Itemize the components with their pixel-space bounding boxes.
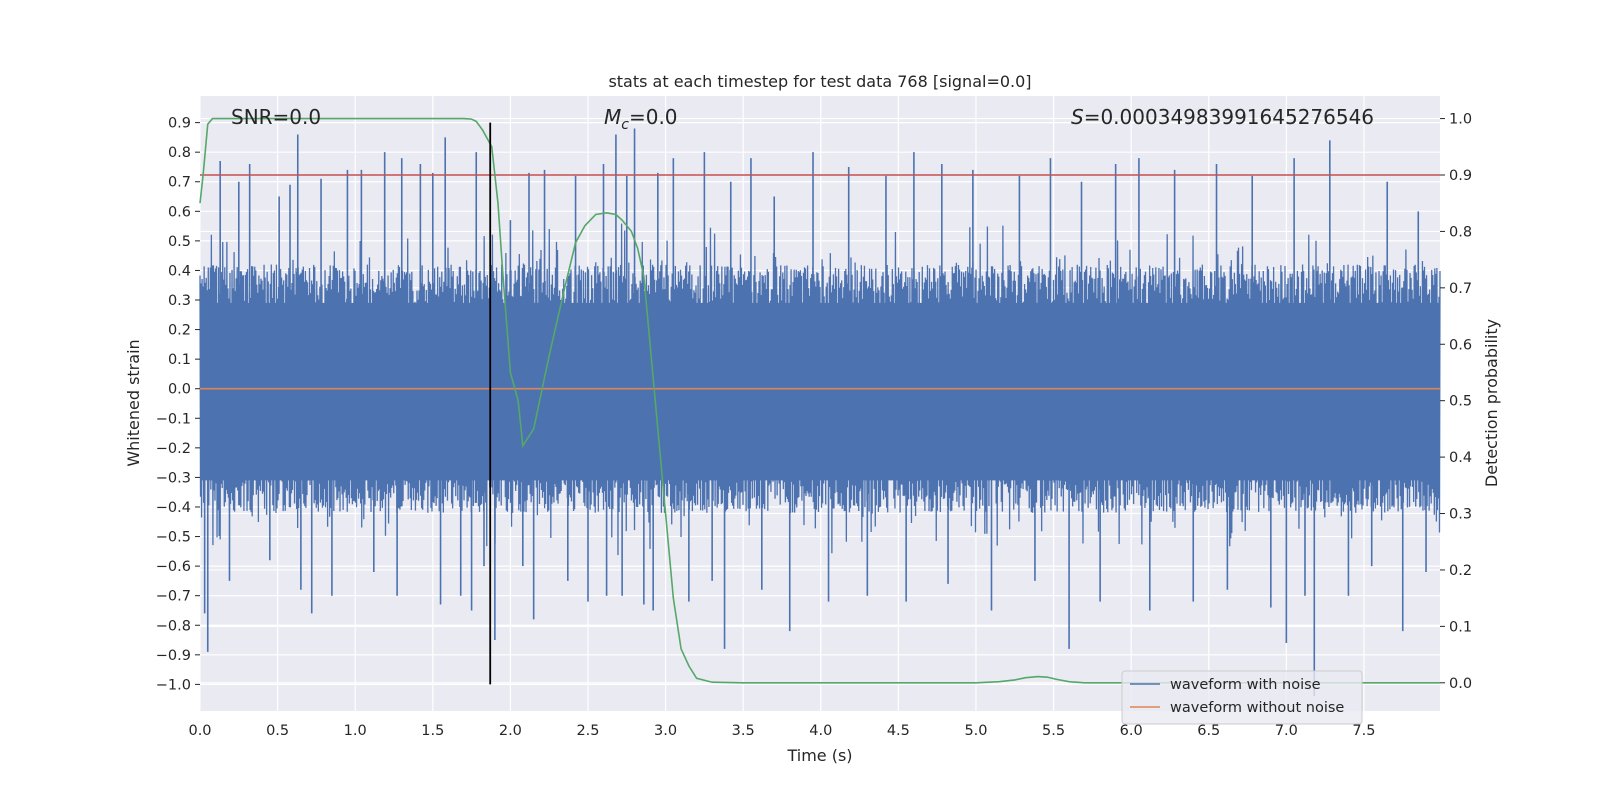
x-tick-label: 5.0 [964,723,987,739]
y2-tick-label: 0.0 [1449,676,1472,692]
x-tick-label: 7.0 [1275,723,1298,739]
x-axis-label: Time (s) [786,746,852,765]
y2-tick-label: 0.5 [1449,394,1472,410]
y-ticks: 0.9 0.8 0.7 0.6 0.5 0.4 0.3 0.2 0.1 0.0 −0.1 −0.2 −0… [156,116,200,693]
y-tick-label: −0.1 [156,411,191,427]
chirp-mass-subscript: c [621,117,629,133]
x-tick-label: 2.0 [499,723,522,739]
y-tick-label: −0.5 [156,530,191,546]
chirp-mass-annotation: Mc=0.0 [604,105,678,133]
y2-ticks: 1.0 0.9 0.8 0.7 0.6 0.5 0.4 0.3 0.2 0.1 0.0 [1440,112,1472,692]
x-tick-label: 1.0 [344,723,367,739]
y2-tick-label: 0.9 [1449,168,1472,184]
y-tick-label: −0.3 [156,470,191,486]
chirp-mass-value: =0.0 [629,105,678,129]
score-annotation: S=0.00034983991645276546 [1071,105,1374,129]
y-tick-label: 0.1 [168,352,191,368]
waveform-with-noise-line [199,223,1441,556]
x-tick-label: 7.5 [1352,723,1375,739]
y-tick-label: −0.4 [156,500,191,516]
y-axis-label: Whitened strain [124,339,143,466]
x-tick-label: 5.5 [1042,723,1065,739]
snr-annotation: SNR=0.0 [231,105,321,129]
y-tick-label: 0.9 [168,116,191,132]
x-tick-label: 3.0 [654,723,677,739]
score-symbol: S [1071,105,1084,129]
x-tick-label: 2.5 [576,723,599,739]
y-tick-label: 0.5 [168,234,191,250]
legend-label-waveform-with-noise: waveform with noise [1170,677,1321,693]
x-tick-label: 4.5 [887,723,910,739]
x-tick-label: 0.0 [188,723,211,739]
y2-tick-label: 0.3 [1449,507,1472,523]
y-tick-label: −0.6 [156,559,191,575]
y-tick-label: 0.7 [168,175,191,191]
y2-tick-label: 0.1 [1449,619,1472,635]
y-tick-label: −0.2 [156,441,191,457]
waveform-with-noise-series [199,128,1441,697]
y2-tick-label: 0.4 [1449,450,1472,466]
legend-label-waveform-without-noise: waveform without noise [1170,700,1344,716]
series-layer [199,117,1440,685]
score-value: =0.00034983991645276546 [1084,105,1374,129]
y2-tick-label: 0.2 [1449,563,1472,579]
y-tick-label: 0.0 [168,382,191,398]
x-tick-label: 6.0 [1120,723,1143,739]
y-tick-label: −0.9 [156,648,191,664]
x-tick-label: 4.0 [809,723,832,739]
y-tick-label: −0.7 [156,589,191,605]
x-tick-label: 0.5 [266,723,289,739]
y-tick-label: 0.8 [168,145,191,161]
x-ticks: 0.0 0.5 1.0 1.5 2.0 2.5 3.0 3.5 4.0 4.5 5.0 5.5 6.0 6… [188,723,1375,739]
waveform-with-noise-band [200,302,1440,481]
chart-title: stats at each timestep for test data 768… [608,72,1031,91]
y-tick-label: −0.8 [156,618,191,634]
y-tick-label: 0.4 [168,263,191,279]
x-tick-label: 1.5 [421,723,444,739]
x-tick-label: 6.5 [1197,723,1220,739]
y-tick-label: 0.2 [168,323,191,339]
y-tick-label: 0.3 [168,293,191,309]
detection-probability-line [199,117,1440,684]
x-tick-label: 3.5 [732,723,755,739]
y2-tick-label: 0.7 [1449,281,1472,297]
y2-tick-label: 0.8 [1449,224,1472,240]
y-tick-label: 0.6 [168,204,191,220]
chirp-mass-symbol: M [604,105,621,129]
y2-axis-label: Detection probability [1482,319,1501,487]
legend-box [1121,670,1363,725]
legend: waveform with noise waveform without noi… [1121,670,1363,725]
y-tick-label: −1.0 [156,677,191,693]
y2-tick-label: 0.6 [1449,337,1472,353]
y2-tick-label: 1.0 [1449,112,1472,128]
